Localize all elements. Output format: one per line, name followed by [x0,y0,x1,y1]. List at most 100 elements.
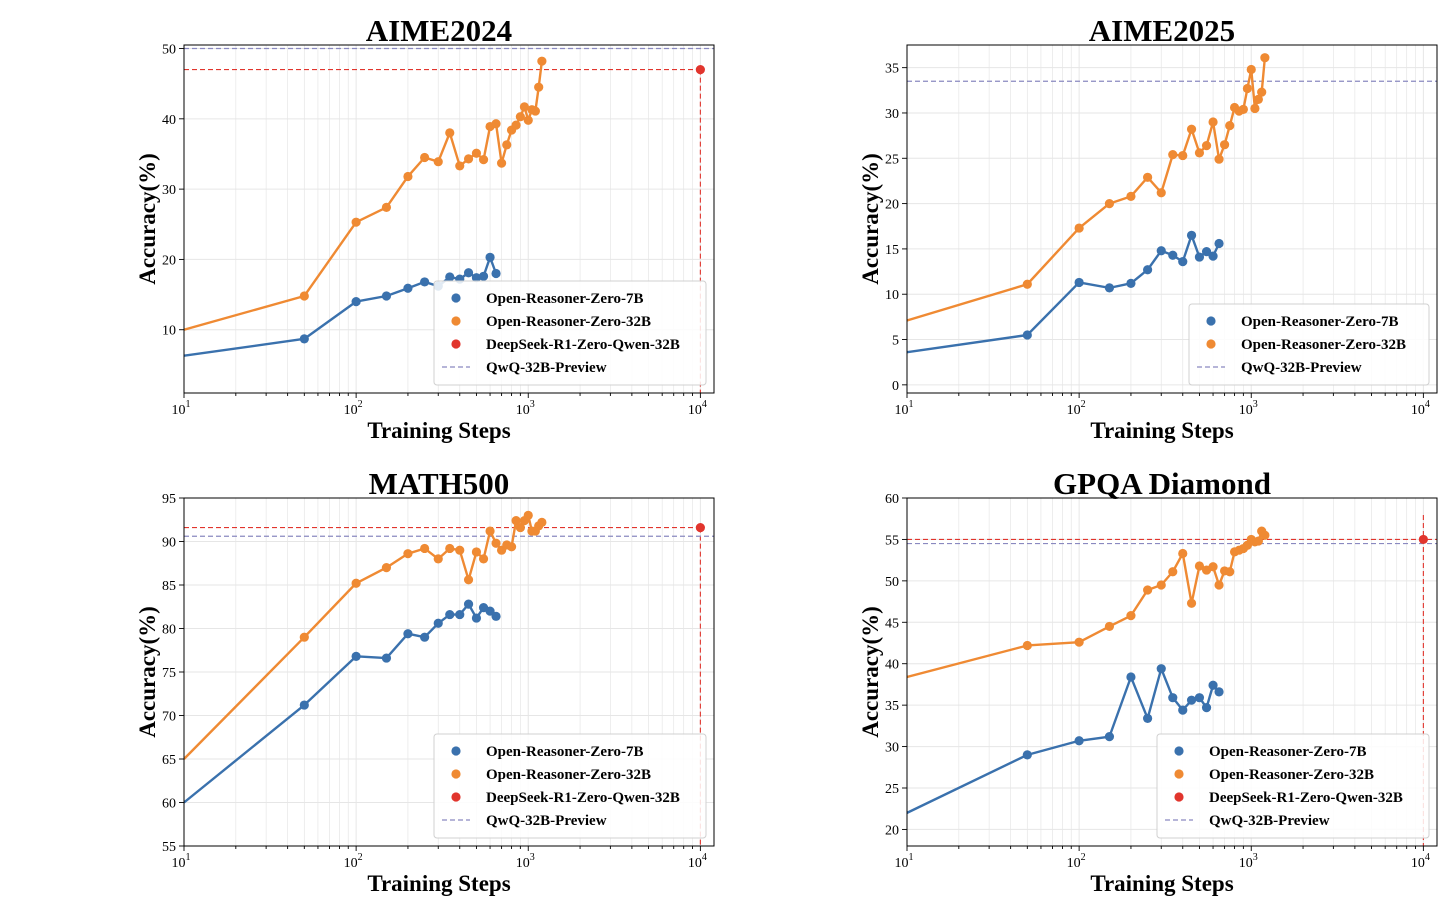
open-reasoner-zero-32b-point [351,217,361,227]
open-reasoner-zero-32b-point [471,547,482,557]
x-tick-label: 104 [1411,852,1430,871]
open-reasoner-zero-32b-point [299,291,309,301]
open-reasoner-zero-32b-point [530,106,540,116]
open-reasoner-zero-7b-point [433,618,443,628]
x-axis: 101 102 103 104 [895,846,1430,871]
open-reasoner-zero-7b-point [1168,250,1178,260]
open-reasoner-zero-7b-point [485,606,495,616]
legend-deepseek-r1-zero-qwen-32b-label: DeepSeek-R1-Zero-Qwen-32B [486,790,680,806]
y-axis-label: Accuracy(%) [135,606,160,738]
open-reasoner-zero-32b-point [1186,598,1197,608]
open-reasoner-zero-7b-point [1201,247,1212,257]
open-reasoner-zero-32b-point [534,82,544,92]
open-reasoner-zero-32b-point [381,202,392,212]
open-reasoner-zero-32b-point [1178,548,1188,559]
legend-box [433,280,707,386]
open-reasoner-zero-32b-point [523,115,533,125]
legend-open-reasoner-zero-32b-label: Open-Reasoner-Zero-32B [1209,767,1374,783]
open-reasoner-zero-32b-point [1168,150,1178,160]
open-reasoner-zero-32b-point [1214,154,1224,164]
open-reasoner-zero-7b-point [1156,246,1166,256]
open-reasoner-zero-32b-point [502,140,512,150]
chart-title: MATH500 [369,466,510,501]
y-tick-label: 35 [885,62,899,77]
y-tick-label: 55 [885,533,899,548]
open-reasoner-zero-32b-line [907,57,1267,322]
open-reasoner-zero-7b-point [351,651,361,661]
open-reasoner-zero-32b-point [445,128,455,138]
open-reasoner-zero-32b-line [907,529,1266,679]
open-reasoner-zero-7b-point [1022,330,1032,340]
open-reasoner-zero-32b-point [381,563,392,573]
x-tick-label: 104 [688,852,707,871]
open-reasoner-zero-7b-point [1201,703,1212,713]
x-axis-label: Training Steps [1090,871,1233,896]
open-reasoner-zero-32b-point [433,157,443,167]
open-reasoner-zero-7b-point [491,611,501,621]
open-reasoner-zero-32b-point [1238,104,1248,114]
open-reasoner-zero-7b-point [1074,736,1084,746]
open-reasoner-zero-7b-point [1186,230,1197,240]
open-reasoner-zero-32b-point [1253,94,1263,104]
open-reasoner-zero-32b-point [1225,121,1235,131]
open-reasoner-zero-7b-point [1178,705,1188,715]
y-tick-label: 20 [162,253,176,268]
open-reasoner-zero-7b-point [478,271,489,281]
open-reasoner-zero-7b-point [299,700,309,710]
open-reasoner-zero-32b-point [478,154,489,165]
legend-open-reasoner-zero-32b-label: Open-Reasoner-Zero-32B [486,767,651,783]
y-tick-label: 40 [162,113,176,128]
open-reasoner-zero-32b-point [351,578,361,588]
y-axis: 0 5 10 15 20 25 30 35 [885,62,907,394]
legend-open-reasoner-zero-32b-label: Open-Reasoner-Zero-32B [486,314,651,330]
y-tick-label: 75 [162,666,176,681]
open-reasoner-zero-32b-point [537,517,547,527]
open-reasoner-zero-32b-point [1246,64,1256,75]
x-tick-label: 102 [1067,399,1086,418]
open-reasoner-zero-7b-point [445,609,455,620]
open-reasoner-zero-7b-point [491,268,501,279]
open-reasoner-zero-7b-point [1208,251,1218,261]
open-reasoner-zero-7b-point [1104,732,1115,742]
y-tick-label: 0 [892,379,899,394]
open-reasoner-zero-32b-point [1250,103,1260,114]
chart-gpqa-diamond: 101 102 103 104 20 25 30 35 40 45 50 55 60 GPQA Diamo… [858,466,1438,896]
y-tick-label: 20 [885,823,899,838]
chart-aime2025: 101 102 103 104 0 5 10 15 20 25 30 35 AIME2025 Traini… [858,13,1438,443]
y-axis: 10 20 30 40 50 [162,43,184,339]
data-area [184,47,714,393]
x-tick-label: 103 [516,399,535,418]
open-reasoner-zero-32b-point [1214,580,1224,590]
x-tick-label: 101 [895,399,914,418]
y-axis: 20 25 30 35 40 45 50 55 60 [885,492,907,838]
legend-qwq-32b-preview-label: QwQ-32B-Preview [1209,813,1330,829]
open-reasoner-zero-32b-point [420,543,430,554]
legend-open-reasoner-zero-32b-swatch [451,316,461,326]
y-tick-label: 60 [162,797,176,812]
open-reasoner-zero-32b-point [496,158,507,168]
y-tick-label: 25 [885,782,899,797]
open-reasoner-zero-32b-point [1194,561,1205,571]
legend-qwq-32b-preview-label: QwQ-32B-Preview [486,360,607,376]
open-reasoner-zero-32b-point [1208,117,1218,127]
open-reasoner-zero-32b-point [1225,567,1235,577]
open-reasoner-zero-7b-point [420,632,430,642]
open-reasoner-zero-32b-point [1074,637,1084,647]
open-reasoner-zero-32b-point [1156,580,1166,590]
x-axis-label: Training Steps [367,871,510,896]
chart-math500: 101 102 103 104 55 60 65 70 75 80 85 90 95 MATH500 Tra… [135,466,715,896]
open-reasoner-zero-7b-point [351,297,361,307]
legend-open-reasoner-zero-32b-swatch [451,769,461,779]
open-reasoner-zero-32b-point [1168,567,1178,577]
legend-qwq-32b-preview-label: QwQ-32B-Preview [1241,360,1362,376]
legend-deepseek-r1-zero-qwen-32b-swatch [1174,792,1184,802]
open-reasoner-zero-32b-point [1201,140,1212,151]
y-tick-label: 15 [885,243,899,258]
legend: Open-Reasoner-Zero-7B Open-Reasoner-Zero-… [433,733,707,839]
open-reasoner-zero-32b-point [433,554,443,564]
x-tick-label: 103 [1239,399,1258,418]
open-reasoner-zero-7b-point [299,334,309,344]
open-reasoner-zero-32b-point [1104,621,1115,632]
legend-open-reasoner-zero-7b-swatch [451,746,461,756]
x-tick-label: 102 [344,399,363,418]
